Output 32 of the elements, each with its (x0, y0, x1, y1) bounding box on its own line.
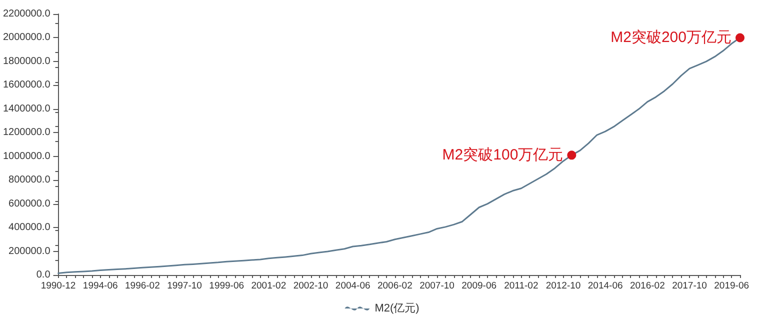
x-tick-label: 1994-06 (82, 280, 118, 292)
y-tick-label: 1400000.0 (2, 103, 51, 114)
x-tick-label: 1990-12 (40, 280, 76, 292)
x-tick-label: 2006-02 (377, 280, 412, 292)
annotation: M2突破200万亿元 (610, 29, 732, 46)
y-tick-label: 600000.0 (8, 198, 51, 210)
y-tick-label: 800000.0 (8, 174, 51, 186)
x-tick-label: 1996-02 (124, 280, 160, 292)
y-tick-label: 200000.0 (8, 246, 51, 257)
y-tick-label: 2200000.0 (2, 8, 51, 20)
x-tick-label: 2007-10 (420, 280, 454, 292)
y-tick-label: 1600000.0 (2, 80, 51, 91)
annotation: M2突破100万亿元 (442, 146, 564, 164)
legend-label: M2(亿元) (374, 302, 420, 314)
y-tick-label: 1800000.0 (2, 56, 51, 67)
x-tick-label: 2004-06 (335, 280, 370, 292)
y-tick-label: 2000000.0 (2, 32, 51, 44)
x-tick-label: 2011-02 (504, 280, 538, 292)
x-tick-label: 2012-10 (546, 280, 581, 292)
y-tick-label: 400000.0 (8, 222, 51, 234)
x-tick-label: 1997-10 (167, 280, 202, 292)
x-tick-label: 2001-02 (251, 280, 286, 292)
x-tick-label: 1999-06 (209, 280, 244, 292)
x-tick-label: 2019-06 (714, 280, 750, 292)
x-tick-label: 2002-10 (293, 280, 328, 292)
y-tick-label: 0.0 (36, 270, 51, 280)
x-tick-label: 2017-10 (672, 280, 707, 292)
x-tick-label: 2014-06 (588, 280, 623, 292)
y-tick-label: 1200000.0 (2, 127, 51, 138)
x-tick-label: 2009-06 (462, 280, 497, 292)
x-tick-label: 2016-02 (630, 280, 665, 292)
y-tick-label: 1000000.0 (2, 150, 51, 162)
